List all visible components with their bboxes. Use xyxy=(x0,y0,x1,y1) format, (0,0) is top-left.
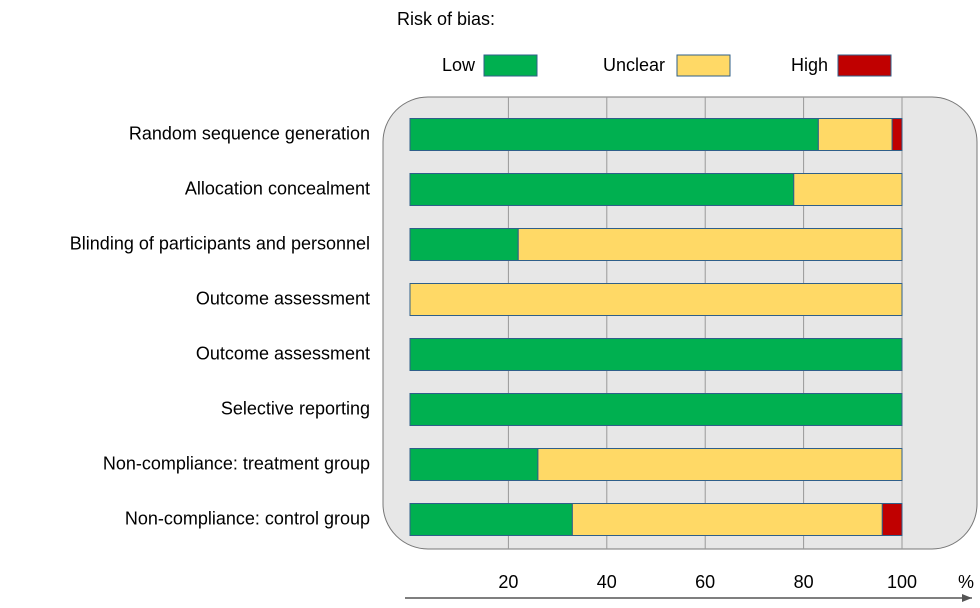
plot-panel xyxy=(382,96,978,550)
bar-segment xyxy=(793,173,903,206)
x-tick-label: 40 xyxy=(597,572,617,592)
bar-segment xyxy=(891,118,903,151)
legend-swatch xyxy=(483,54,538,77)
x-axis-label: % xyxy=(958,572,974,592)
x-tick-label: 100 xyxy=(887,572,917,592)
category-label: Allocation concealment xyxy=(185,178,370,198)
legend-label: High xyxy=(791,55,828,75)
legend-swatch xyxy=(676,54,731,77)
bar-segment xyxy=(409,448,539,481)
legend-title: Risk of bias: xyxy=(397,9,495,29)
category-label: Selective reporting xyxy=(221,398,370,418)
category-label: Random sequence generation xyxy=(129,123,370,143)
bar-segment xyxy=(409,393,903,426)
x-tick-label: 80 xyxy=(794,572,814,592)
bar-segment xyxy=(409,503,573,536)
bar-segment xyxy=(409,283,903,316)
bar-segment xyxy=(537,448,903,481)
bar-segment xyxy=(409,338,903,371)
x-tick-label: 20 xyxy=(498,572,518,592)
legend-label: Unclear xyxy=(603,55,665,75)
bar-segment xyxy=(517,228,903,261)
bar-segment xyxy=(881,503,903,536)
bar-segment xyxy=(409,118,819,151)
legend-swatch xyxy=(837,54,892,77)
category-label: Outcome assessment xyxy=(196,288,370,308)
x-tick-label: 60 xyxy=(695,572,715,592)
bar-segment xyxy=(571,503,883,536)
axis-arrow-head xyxy=(962,594,972,602)
category-label: Blinding of participants and personnel xyxy=(70,233,370,253)
legend-label: Low xyxy=(442,55,476,75)
category-label: Non-compliance: control group xyxy=(125,508,370,528)
category-label: Outcome assessment xyxy=(196,343,370,363)
category-label: Non-compliance: treatment group xyxy=(103,453,370,473)
bar-segment xyxy=(817,118,893,151)
bar-segment xyxy=(409,173,795,206)
bar-segment xyxy=(409,228,519,261)
